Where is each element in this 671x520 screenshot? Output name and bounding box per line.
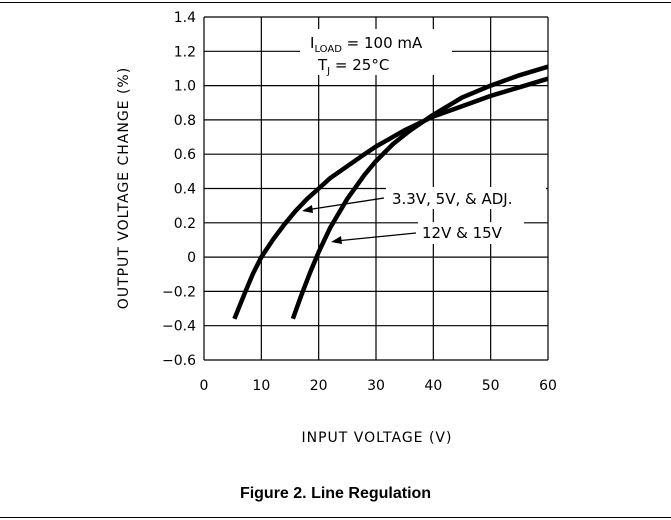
y-tick-label: 1.2 [174, 44, 196, 60]
x-tick-label: 30 [367, 378, 385, 394]
y-tick-label: 0.2 [174, 216, 196, 232]
x-axis-title: INPUT VOLTAGE (V) [302, 430, 453, 446]
y-tick-label: 0.4 [174, 182, 196, 198]
series-line-1 [232, 76, 549, 320]
series-label-1-leader [305, 197, 385, 211]
series-label-2-leader [335, 232, 417, 242]
y-tick-label: 0 [187, 250, 196, 266]
series-label-1-text: 3.3V, 5V, & ADJ. [392, 190, 512, 208]
x-tick-label: 60 [539, 378, 557, 394]
series-group [232, 64, 549, 320]
y-tick-label: 1.0 [174, 79, 196, 95]
x-tick-label: 10 [252, 378, 270, 394]
y-tick-label: 1.4 [174, 10, 196, 26]
series-line-2 [290, 64, 549, 320]
series-label-2-arrowhead [331, 236, 342, 244]
figure-caption: Figure 2. Line Regulation [239, 485, 432, 502]
tick-labels: 0 10 20 30 40 50 60 1.4 1.2 1.0 0.8 0.6 0.4 0.2 0 −0.2 −… [162, 10, 557, 394]
conditions-annotation: ILOAD = 100 mA TJ = 25°C [300, 29, 452, 77]
y-tick-label: −0.4 [162, 319, 196, 335]
series-label-1: 3.3V, 5V, & ADJ. [386, 187, 546, 209]
bottom-rule [0, 517, 671, 518]
x-tick-label: 50 [482, 378, 500, 394]
temperature-condition: TJ = 25°C [317, 56, 389, 77]
y-tick-label: 0.8 [174, 113, 196, 129]
line-regulation-chart: 0 10 20 30 40 50 60 1.4 1.2 1.0 0.8 0.6 0.4 0.2 0 −0.2 −… [116, 10, 557, 446]
x-tick-label: 40 [424, 378, 442, 394]
series-label-2-background [418, 222, 524, 244]
y-axis-title: OUTPUT VOLTAGE CHANGE (%) [116, 67, 132, 309]
top-rule [0, 2, 671, 3]
series-label-2-text: 12V & 15V [422, 224, 503, 242]
series-label-2: 12V & 15V [418, 222, 524, 244]
x-tick-label: 20 [310, 378, 328, 394]
y-tick-label: −0.2 [162, 284, 196, 300]
load-condition: ILOAD = 100 mA [310, 34, 423, 55]
conditions-background [300, 29, 452, 75]
series-label-1-arrowhead [302, 205, 313, 213]
series-label-1-background [386, 187, 546, 209]
y-tick-label: −0.6 [162, 353, 196, 369]
y-tick-label: 0.6 [174, 147, 196, 163]
x-tick-label: 0 [200, 378, 209, 394]
